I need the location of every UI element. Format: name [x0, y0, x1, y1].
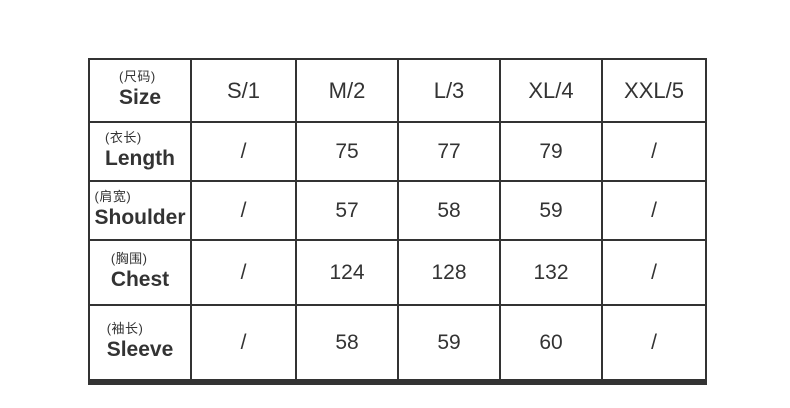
size-label-block: (尺码) Size: [119, 70, 161, 110]
row-label-sleeve: (袖长) Sleeve: [90, 306, 190, 379]
cell-chest-s1: /: [192, 241, 295, 304]
row-label-length: (衣长) Length: [90, 123, 190, 180]
row-label-chest: (胸围) Chest: [90, 241, 190, 304]
cell-length-m2: 75: [297, 123, 397, 180]
size-label-en: Size: [118, 86, 162, 110]
cell-shoulder-s1: /: [192, 182, 295, 239]
column-header-m2: M/2: [297, 60, 397, 121]
cell-sleeve-xxl5: /: [603, 306, 705, 379]
cell-length-s1: /: [192, 123, 295, 180]
cell-length-l3: 77: [399, 123, 499, 180]
cell-chest-m2: 124: [297, 241, 397, 304]
size-chart-table: (尺码) Size S/1 M/2 L/3 XL/4 XXL/5 (衣长) Le…: [88, 58, 707, 385]
cell-shoulder-xxl5: /: [603, 182, 705, 239]
cell-chest-l3: 128: [399, 241, 499, 304]
chest-label-cn: (胸围): [110, 251, 148, 267]
shoulder-label-block: (肩宽) Shoulder: [94, 190, 185, 230]
shoulder-label-cn: (肩宽): [94, 189, 132, 205]
cell-sleeve-m2: 58: [297, 306, 397, 379]
row-label-shoulder: (肩宽) Shoulder: [90, 182, 190, 239]
cell-shoulder-l3: 58: [399, 182, 499, 239]
cell-chest-xxl5: /: [603, 241, 705, 304]
cell-shoulder-m2: 57: [297, 182, 397, 239]
column-header-xxl5: XXL/5: [603, 60, 705, 121]
cell-sleeve-l3: 59: [399, 306, 499, 379]
cell-sleeve-xl4: 60: [501, 306, 601, 379]
cell-chest-xl4: 132: [501, 241, 601, 304]
chest-label-en: Chest: [110, 268, 170, 292]
cell-sleeve-s1: /: [192, 306, 295, 379]
shoulder-label-en: Shoulder: [94, 206, 186, 230]
sleeve-label-block: (袖长) Sleeve: [107, 322, 174, 362]
column-header-l3: L/3: [399, 60, 499, 121]
sleeve-label-cn: (袖长): [106, 321, 144, 337]
column-header-s1: S/1: [192, 60, 295, 121]
cell-length-xl4: 79: [501, 123, 601, 180]
length-label-cn: (衣长): [105, 130, 142, 146]
cell-length-xxl5: /: [603, 123, 705, 180]
chest-label-block: (胸围) Chest: [111, 252, 169, 292]
column-header-xl4: XL/4: [501, 60, 601, 121]
size-label-cn: (尺码): [118, 69, 156, 85]
cell-shoulder-xl4: 59: [501, 182, 601, 239]
header-size-cell: (尺码) Size: [90, 60, 190, 121]
sleeve-label-en: Sleeve: [106, 338, 174, 362]
length-label-block: (衣长) Length: [105, 131, 175, 171]
length-label-en: Length: [105, 147, 175, 171]
